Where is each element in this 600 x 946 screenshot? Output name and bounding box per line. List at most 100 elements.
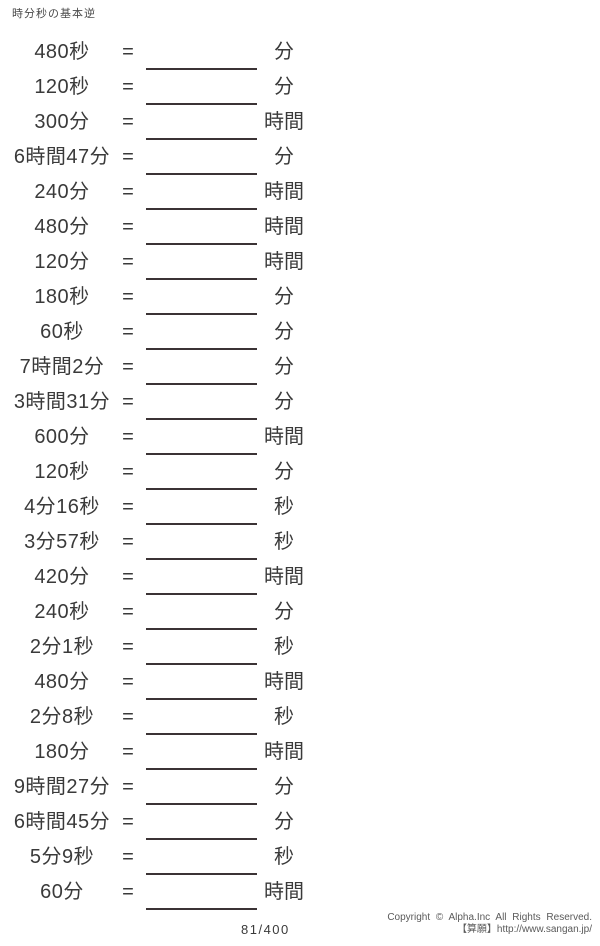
equals-sign: = xyxy=(122,111,134,133)
page-number: 81/400 xyxy=(241,922,290,937)
answer-blank xyxy=(146,456,257,490)
problem-row: 9時間27分 = 分 xyxy=(0,770,600,805)
equals-sign: = xyxy=(122,881,134,903)
problem-row: 3時間31分 = 分 xyxy=(0,385,600,420)
answer-unit: 分 xyxy=(274,356,294,378)
answer-unit: 時間 xyxy=(264,181,304,203)
problems-list: 480秒 = 分 120秒 = 分 300分 = 時間 6時間47分 = 分 2… xyxy=(0,35,600,910)
problem-row: 4分16秒 = 秒 xyxy=(0,490,600,525)
answer-unit: 分 xyxy=(274,76,294,98)
problem-expression: 6時間45分 xyxy=(13,811,111,833)
problem-row: 2分8秒 = 秒 xyxy=(0,700,600,735)
answer-blank xyxy=(146,316,257,350)
answer-blank xyxy=(146,491,257,525)
answer-blank xyxy=(146,876,257,910)
problem-expression: 180秒 xyxy=(34,286,90,308)
problem-expression: 300分 xyxy=(34,111,90,133)
equals-sign: = xyxy=(122,741,134,763)
problem-expression: 120分 xyxy=(34,251,90,273)
answer-unit: 分 xyxy=(274,461,294,483)
problem-row: 120秒 = 分 xyxy=(0,70,600,105)
answer-blank xyxy=(146,36,257,70)
equals-sign: = xyxy=(122,286,134,308)
problem-row: 120分 = 時間 xyxy=(0,245,600,280)
equals-sign: = xyxy=(122,356,134,378)
answer-unit: 時間 xyxy=(264,216,304,238)
problem-row: 6時間47分 = 分 xyxy=(0,140,600,175)
problem-expression: 480分 xyxy=(34,671,90,693)
problem-expression: 480分 xyxy=(34,216,90,238)
answer-unit: 時間 xyxy=(264,566,304,588)
answer-unit: 時間 xyxy=(264,881,304,903)
answer-unit: 分 xyxy=(274,41,294,63)
equals-sign: = xyxy=(122,496,134,518)
footer: Copyright © Alpha.Inc All Rights Reserve… xyxy=(387,912,592,936)
answer-unit: 分 xyxy=(274,776,294,798)
problem-row: 60分 = 時間 xyxy=(0,875,600,910)
answer-blank xyxy=(146,386,257,420)
answer-unit: 分 xyxy=(274,391,294,413)
site-url: 【算願】http://www.sangan.jp/ xyxy=(456,924,592,935)
answer-unit: 時間 xyxy=(264,741,304,763)
problem-expression: 2分1秒 xyxy=(29,636,95,658)
answer-unit: 秒 xyxy=(274,846,294,868)
answer-unit: 分 xyxy=(274,601,294,623)
equals-sign: = xyxy=(122,846,134,868)
problem-expression: 420分 xyxy=(34,566,90,588)
equals-sign: = xyxy=(122,426,134,448)
equals-sign: = xyxy=(122,41,134,63)
problem-expression: 60秒 xyxy=(40,321,84,343)
answer-blank xyxy=(146,141,257,175)
equals-sign: = xyxy=(122,706,134,728)
answer-unit: 時間 xyxy=(264,671,304,693)
answer-unit: 分 xyxy=(274,146,294,168)
problem-row: 3分57秒 = 秒 xyxy=(0,525,600,560)
problem-row: 240秒 = 分 xyxy=(0,595,600,630)
answer-blank xyxy=(146,736,257,770)
equals-sign: = xyxy=(122,566,134,588)
problem-row: 6時間45分 = 分 xyxy=(0,805,600,840)
problem-expression: 600分 xyxy=(34,426,90,448)
answer-unit: 時間 xyxy=(264,251,304,273)
problem-expression: 3分57秒 xyxy=(24,531,100,553)
answer-blank xyxy=(146,71,257,105)
answer-unit: 時間 xyxy=(264,111,304,133)
answer-unit: 秒 xyxy=(274,636,294,658)
answer-blank xyxy=(146,211,257,245)
equals-sign: = xyxy=(122,391,134,413)
problem-expression: 180分 xyxy=(34,741,90,763)
equals-sign: = xyxy=(122,636,134,658)
equals-sign: = xyxy=(122,76,134,98)
problem-expression: 6時間47分 xyxy=(13,146,111,168)
equals-sign: = xyxy=(122,146,134,168)
answer-blank xyxy=(146,421,257,455)
answer-unit: 秒 xyxy=(274,706,294,728)
answer-unit: 分 xyxy=(274,286,294,308)
equals-sign: = xyxy=(122,251,134,273)
problem-row: 240分 = 時間 xyxy=(0,175,600,210)
equals-sign: = xyxy=(122,601,134,623)
answer-unit: 秒 xyxy=(274,531,294,553)
problem-expression: 120秒 xyxy=(34,76,90,98)
problem-expression: 480秒 xyxy=(34,41,90,63)
problem-row: 180分 = 時間 xyxy=(0,735,600,770)
answer-blank xyxy=(146,561,257,595)
equals-sign: = xyxy=(122,321,134,343)
problem-expression: 2分8秒 xyxy=(29,706,95,728)
answer-blank xyxy=(146,351,257,385)
page-title: 時分秒の基本逆 xyxy=(12,7,96,20)
answer-unit: 分 xyxy=(274,321,294,343)
problem-row: 480秒 = 分 xyxy=(0,35,600,70)
problem-expression: 120秒 xyxy=(34,461,90,483)
equals-sign: = xyxy=(122,216,134,238)
problem-row: 480分 = 時間 xyxy=(0,665,600,700)
answer-blank xyxy=(146,176,257,210)
problem-expression: 240分 xyxy=(34,181,90,203)
problem-row: 600分 = 時間 xyxy=(0,420,600,455)
problem-row: 60秒 = 分 xyxy=(0,315,600,350)
problem-expression: 3時間31分 xyxy=(13,391,111,413)
answer-unit: 分 xyxy=(274,811,294,833)
equals-sign: = xyxy=(122,811,134,833)
answer-blank xyxy=(146,631,257,665)
answer-unit: 秒 xyxy=(274,496,294,518)
